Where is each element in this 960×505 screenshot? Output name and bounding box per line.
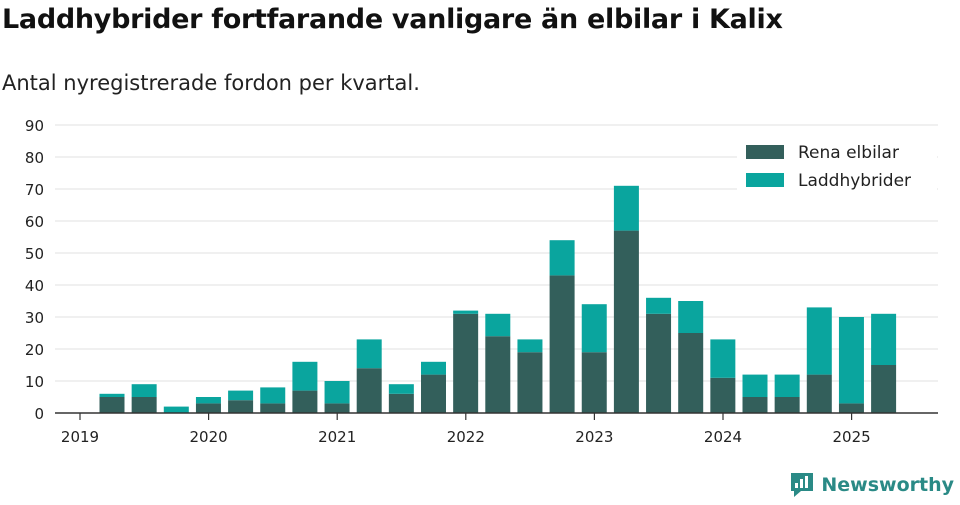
newsworthy-logo-icon [791, 473, 814, 497]
bar-laddhybrider [774, 374, 800, 397]
bar-rena-elbilar [292, 390, 318, 413]
x-tick-label: 2023 [575, 428, 613, 446]
bar-laddhybrider [742, 374, 768, 397]
x-tick-label: 2019 [61, 428, 99, 446]
bar-laddhybrider [485, 313, 511, 337]
bar-laddhybrider [292, 361, 318, 391]
y-tick-label: 10 [25, 373, 44, 391]
bar-rena-elbilar [871, 365, 897, 413]
bar-laddhybrider [228, 390, 254, 401]
y-tick-label: 0 [34, 405, 44, 423]
bar-rena-elbilar [774, 397, 800, 413]
y-tick-label: 60 [25, 213, 44, 231]
bar-laddhybrider [195, 397, 221, 404]
x-axis: 2019 2020 2021 2022 2023 2024 2025 [55, 412, 938, 446]
legend: Rena elbilar Laddhybrider [737, 138, 937, 198]
x-tick-label: 2025 [833, 428, 871, 446]
y-tick-label: 50 [25, 245, 44, 263]
brand-logo: Newsworthy [789, 471, 954, 499]
bar-rena-elbilar [710, 377, 736, 413]
bar-laddhybrider [163, 406, 189, 413]
bar-rena-elbilar [742, 397, 768, 413]
bar-laddhybrider [421, 361, 446, 375]
bar-rena-elbilar [517, 352, 543, 413]
bar-laddhybrider [581, 304, 607, 353]
x-tick-label: 2022 [447, 428, 485, 446]
y-axis-ticks: 0 10 20 30 40 50 60 70 80 90 [25, 117, 44, 423]
bar-laddhybrider [388, 384, 414, 394]
bar-laddhybrider [356, 339, 382, 369]
bar-rena-elbilar [356, 368, 382, 413]
bars [99, 185, 897, 413]
bar-laddhybrider [678, 301, 704, 333]
bar-rena-elbilar [485, 336, 511, 413]
bar-laddhybrider [453, 310, 479, 314]
bar-rena-elbilar [324, 403, 350, 413]
y-tick-label: 90 [25, 117, 44, 135]
x-tick-label: 2020 [190, 428, 228, 446]
bar-rena-elbilar [838, 403, 864, 413]
bar-laddhybrider [871, 313, 897, 365]
bar-rena-elbilar [195, 403, 221, 413]
bar-rena-elbilar [453, 313, 479, 413]
bar-laddhybrider [613, 185, 639, 231]
bar-rena-elbilar [99, 397, 125, 413]
bar-rena-elbilar [131, 397, 157, 413]
bar-rena-elbilar [388, 393, 414, 413]
chart-title: Laddhybrider fortfarande vanligare än el… [2, 4, 783, 35]
bar-rena-elbilar [581, 352, 607, 413]
y-tick-label: 80 [25, 149, 44, 167]
bar-laddhybrider [710, 339, 736, 378]
y-tick-label: 40 [25, 277, 44, 295]
bar-laddhybrider [260, 387, 286, 404]
legend-swatch [746, 173, 784, 187]
bar-laddhybrider [517, 339, 543, 353]
x-tick-label: 2024 [704, 428, 742, 446]
bar-rena-elbilar [646, 313, 672, 413]
bar-laddhybrider [838, 317, 864, 404]
bar-rena-elbilar [806, 374, 832, 413]
legend-label: Rena elbilar [798, 143, 899, 163]
bar-rena-elbilar [678, 333, 704, 413]
bar-laddhybrider [646, 297, 672, 314]
bar-laddhybrider [549, 240, 575, 276]
bar-laddhybrider [324, 381, 350, 404]
y-tick-label: 20 [25, 341, 44, 359]
bar-laddhybrider [99, 393, 125, 397]
x-tick-label: 2021 [318, 428, 356, 446]
bar-laddhybrider [131, 384, 157, 397]
brand-name: Newsworthy [821, 474, 954, 496]
y-tick-label: 70 [25, 181, 44, 199]
legend-label: Laddhybrider [798, 171, 911, 191]
bar-rena-elbilar [613, 230, 639, 413]
bar-rena-elbilar [421, 374, 446, 413]
chart-subtitle: Antal nyregistrerade fordon per kvartal. [2, 71, 420, 95]
y-tick-label: 30 [25, 309, 44, 327]
legend-swatch [746, 145, 784, 159]
bar-laddhybrider [806, 307, 832, 375]
bar-rena-elbilar [260, 403, 286, 413]
bar-rena-elbilar [228, 400, 254, 413]
bar-rena-elbilar [549, 275, 575, 413]
